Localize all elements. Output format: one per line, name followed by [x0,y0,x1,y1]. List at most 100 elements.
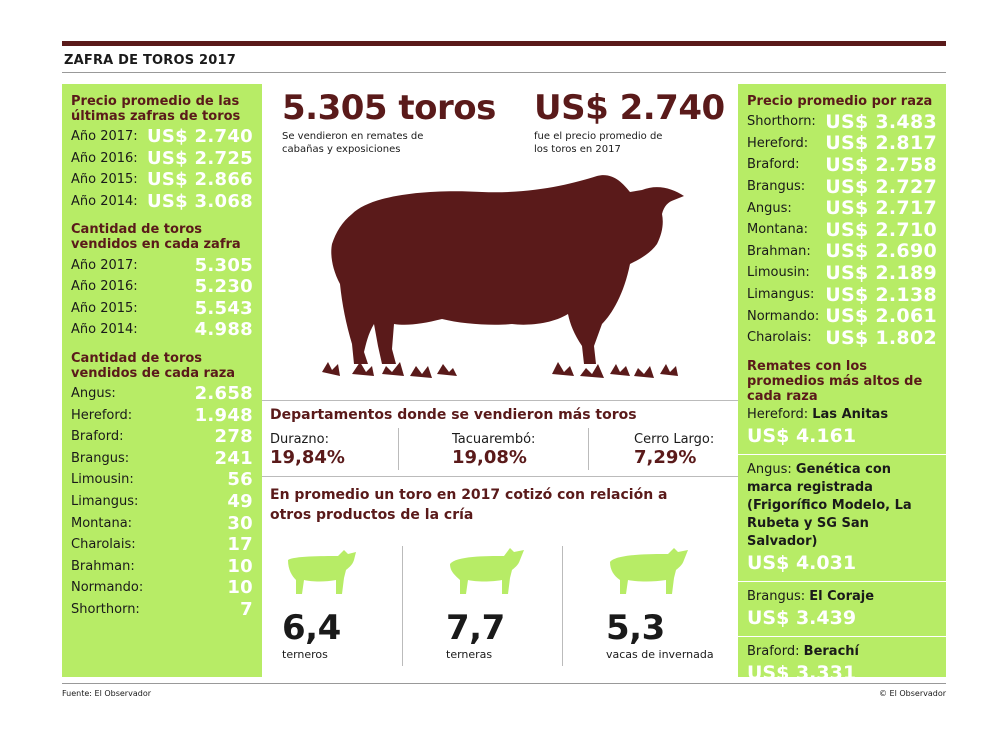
remate-item: Hereford: Las Anitas US$ 4.161 [747,406,937,448]
row-label: Shorthorn: [747,114,816,130]
dept-durazno: Durazno: 19,84% [270,432,345,468]
animal-value: 5,3 [606,608,665,648]
row-value: 17 [227,534,253,556]
row-label: Limousin: [747,265,810,281]
list-item: Brangus: 241 [71,448,253,470]
divider [738,453,946,455]
row-value: 10 [227,577,253,599]
precio-zafras-heading: Precio promedio de las últimas zafras de… [71,94,241,124]
remate-name: El Coraje [809,588,875,604]
row-label: Año 2016: [71,150,138,166]
list-item: Montana: 30 [71,512,253,534]
row-label: Año 2017: [71,129,138,145]
animal-value: 7,7 [446,608,505,648]
row-value: US$ 2.138 [825,283,937,306]
row-value: 30 [227,512,253,534]
divider [398,428,399,470]
animal-label: terneras [446,648,493,661]
row-label: Charolais: [71,537,136,553]
row-label: Normando: [71,580,144,596]
row-value: US$ 2.690 [825,240,937,263]
row-label: Año 2017: [71,257,138,273]
row-value: 56 [227,469,253,491]
list-item: Shorthorn: 7 [71,599,253,621]
remate-line: Angus: Genética con marca registrada (Fr… [747,461,937,551]
row-value: US$ 2.061 [825,305,937,328]
dept-name: Cerro Largo: [634,432,715,447]
list-item: Año 2017: US$ 2.740 [71,126,253,148]
row-value: 278 [214,426,253,448]
list-item: Año 2014: US$ 3.068 [71,191,253,213]
departamentos-heading: Departamentos donde se vendieron más tor… [270,407,637,423]
list-item: Braford: US$ 2.758 [747,154,937,176]
total-toros-caption: Se vendieron en remates de cabañas y exp… [282,131,424,155]
row-value: 5.543 [194,297,253,319]
row-value: 7 [240,598,253,620]
row-value: US$ 2.866 [146,169,253,191]
copyright-note: © El Observador [878,689,946,698]
row-label: Hereford: [71,407,133,423]
remate-line: Brangus: El Coraje [747,588,937,606]
row-value: US$ 2.717 [825,197,937,220]
remates-heading: Remates con los promedios más altos de c… [747,358,923,404]
list-item: Brahman: US$ 2.690 [747,240,937,263]
list-item: Año 2016: US$ 2.725 [71,148,253,170]
remate-breed: Braford: [747,643,800,659]
row-value: US$ 2.727 [825,175,937,198]
list-item: Año 2017: 5.305 [71,254,253,276]
list-item: Hereford: US$ 2.817 [747,132,937,155]
dept-cerro-largo: Cerro Largo: 7,29% [634,432,714,468]
list-item: Año 2015: US$ 2.866 [71,169,253,191]
row-label: Brahman: [71,558,135,574]
row-value: 4.988 [194,319,253,341]
row-value: 241 [214,447,253,469]
row-label: Brahman: [747,243,811,259]
remate-line: Braford: Berachí [747,643,937,661]
bull-icon [322,175,684,378]
row-value: US$ 2.725 [146,147,253,169]
row-value: US$ 3.068 [146,191,253,213]
animal-label: vacas de invernada [606,648,714,661]
remate-breed: Angus: [747,461,792,477]
list-item: Angus: US$ 2.717 [747,197,937,219]
animal-label: terneros [282,648,328,661]
precio-raza-heading: Precio promedio por raza [747,94,933,109]
divider [738,580,946,582]
list-item: Limousin: US$ 2.189 [747,262,937,284]
row-value: US$ 2.817 [825,132,937,155]
cantidad-zafra-heading: Cantidad de toros vendidos en cada zafra [71,222,241,253]
dept-name: Durazno: [270,432,329,447]
row-label: Normando: [747,308,820,324]
total-toros: 5.305 toros [282,88,496,128]
row-label: Limousin: [71,472,134,488]
cow-icon [610,548,688,594]
list-item: Limangus: US$ 2.138 [747,284,937,306]
row-value: 1.948 [194,404,253,426]
dept-tacuarembo: Tacuarembó: 19,08% [452,432,535,468]
divider [262,476,738,477]
remate-value: US$ 3.439 [747,606,857,629]
remate-value: US$ 3.331 [747,661,857,684]
list-item: Limousin: 56 [71,469,253,491]
divider [588,428,589,470]
row-label: Año 2014: [71,194,138,210]
precio-raza-list: Shorthorn: US$ 3.483 Hereford: US$ 2.817 B… [747,111,937,349]
remate-item: Braford: Berachí US$ 3.331 [747,643,937,685]
footer-divider [62,683,946,684]
animal-vacas: 5,3 vacas de invernada [606,546,714,661]
row-label: Braford: [71,429,124,445]
row-value: US$ 2.710 [825,218,937,241]
row-value: 10 [227,555,253,577]
row-label: Año 2014: [71,322,138,338]
list-item: Shorthorn: US$ 3.483 [747,111,937,133]
row-label: Limangus: [71,494,139,510]
list-item: Hereford: 1.948 [71,404,253,426]
row-label: Braford: [747,157,800,173]
row-value: US$ 2.740 [146,126,253,148]
source-note: Fuente: El Observador [62,689,151,698]
row-label: Año 2016: [71,279,138,295]
row-label: Angus: [747,200,792,216]
animal-terneros: 6,4 terneros [282,546,360,661]
list-item: Braford: 278 [71,426,253,448]
heifer-icon [450,548,524,594]
